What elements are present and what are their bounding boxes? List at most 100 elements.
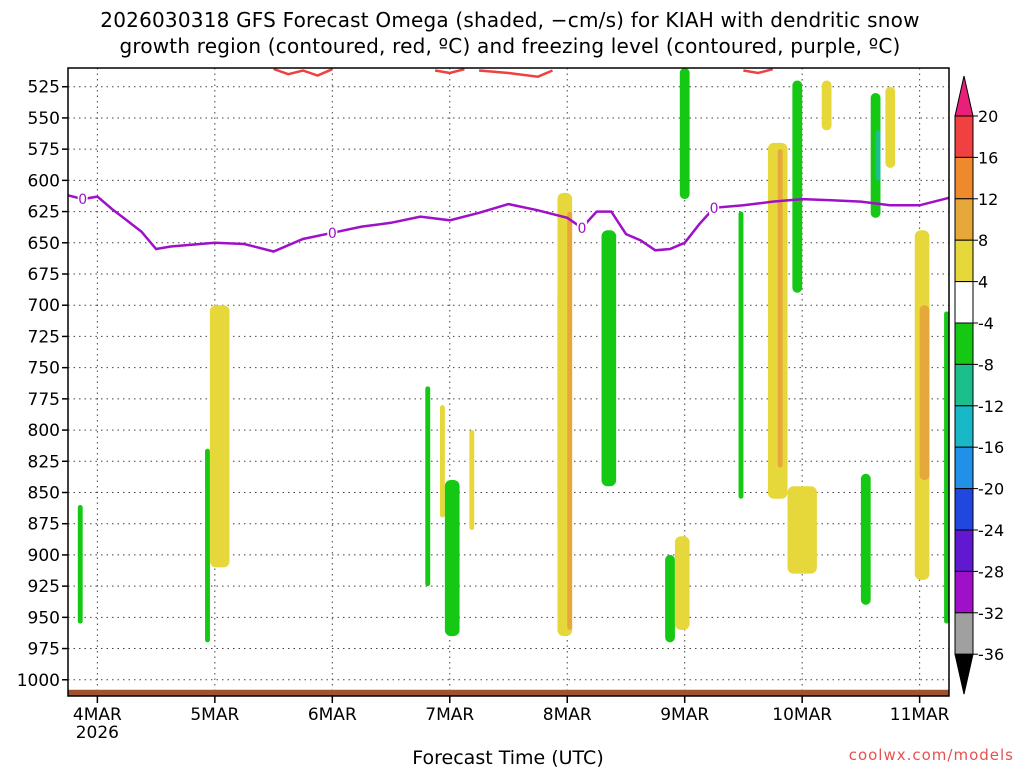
colorbar-tick-label: -4 bbox=[978, 314, 994, 333]
y-tick-label: 700 bbox=[28, 296, 60, 316]
x-tick-label: 5MAR bbox=[190, 705, 239, 725]
colorbar-over-arrow bbox=[954, 75, 974, 117]
colorbar-bin bbox=[954, 529, 974, 572]
freezing-level-label-bg bbox=[709, 200, 720, 215]
colorbar-bin bbox=[954, 570, 974, 614]
x-tick-label: 4MAR bbox=[73, 705, 122, 725]
dendritic-contour-segment bbox=[434, 67, 465, 75]
x-tick-label: 6MAR bbox=[308, 705, 357, 725]
x-tick-label: 10MAR bbox=[772, 705, 832, 725]
colorbar-bin bbox=[954, 446, 974, 490]
freezing-level-label: 0 bbox=[710, 201, 719, 217]
y-tick-label: 650 bbox=[28, 234, 60, 254]
y-tick-label: 625 bbox=[28, 203, 60, 223]
plot-area: 0 0 0 0 bbox=[67, 67, 950, 697]
omega-cell bbox=[679, 68, 690, 200]
colorbar-bin bbox=[954, 405, 974, 448]
x-tick-label: 11MAR bbox=[890, 705, 950, 725]
y-axis: 525 550 575 600 625 650 675 700 725 750 775 800 825 8… bbox=[17, 78, 68, 691]
omega-cell bbox=[860, 473, 871, 605]
colorbar-tick-label: 12 bbox=[978, 190, 998, 209]
x-tick-label: 8MAR bbox=[543, 705, 592, 725]
colorbar-bin bbox=[954, 281, 974, 324]
y-tick-label: 975 bbox=[28, 640, 60, 660]
colorbar-tick-label: -12 bbox=[978, 397, 1004, 416]
colorbar-tick-label: -20 bbox=[978, 480, 1004, 499]
x-tick-label: 7MAR bbox=[425, 705, 474, 725]
omega-cell bbox=[77, 504, 83, 624]
y-tick-label: 925 bbox=[28, 577, 60, 597]
y-tick-label: 675 bbox=[28, 265, 60, 285]
y-tick-label: 900 bbox=[28, 546, 60, 566]
omega-cell bbox=[787, 486, 817, 574]
omega-cell bbox=[425, 386, 431, 587]
omega-cell bbox=[439, 405, 445, 518]
colorbar: 20 16 12 8 4 -4 -8 -12 -16 -20 -24 -28 -32 -36 bbox=[954, 75, 1004, 695]
chart-title-line-1: 2026030318 GFS Forecast Omega (shaded, −… bbox=[100, 8, 919, 32]
dendritic-contour-segment bbox=[478, 69, 553, 78]
omega-cell bbox=[209, 305, 230, 568]
omega-cell bbox=[567, 211, 573, 630]
colorbar-bin bbox=[954, 156, 974, 200]
y-tick-label: 750 bbox=[28, 359, 60, 379]
omega-cell bbox=[792, 80, 803, 293]
y-tick-label: 600 bbox=[28, 171, 60, 191]
dendritic-contour-segment bbox=[273, 67, 333, 77]
colorbar-tick-label: 4 bbox=[978, 273, 988, 292]
omega-cell bbox=[944, 311, 949, 624]
surface-band bbox=[68, 689, 949, 696]
colorbar-bin bbox=[954, 115, 974, 158]
omega-cell bbox=[875, 130, 881, 181]
x-axis-label: Forecast Time (UTC) bbox=[412, 747, 603, 768]
colorbar-bin bbox=[954, 612, 974, 655]
credit-text: coolwx.com/models bbox=[849, 746, 1014, 764]
colorbar-tick-label: -28 bbox=[978, 562, 1004, 581]
colorbar-tick-label: -36 bbox=[978, 645, 1004, 664]
surface-terrain bbox=[68, 689, 949, 696]
colorbar-tick-label: -24 bbox=[978, 521, 1004, 540]
colorbar-tick-label: -8 bbox=[978, 355, 994, 374]
freezing-level-line bbox=[67, 194, 950, 253]
dendritic-contour-segment bbox=[743, 67, 774, 75]
x-tick-sublabel: 2026 bbox=[76, 723, 119, 743]
freezing-level-label: 0 bbox=[577, 221, 586, 237]
freezing-level-label-bg bbox=[576, 220, 587, 235]
colorbar-tick-label: 20 bbox=[978, 107, 998, 126]
omega-cell bbox=[469, 430, 475, 530]
colorbar-tick-label: 16 bbox=[978, 148, 998, 167]
omega-cell bbox=[665, 554, 675, 643]
colorbar-tick-label: -32 bbox=[978, 604, 1004, 623]
dendritic-growth-contour bbox=[273, 67, 774, 78]
omega-cell bbox=[601, 230, 617, 487]
y-tick-label: 800 bbox=[28, 421, 60, 441]
colorbar-under-arrow bbox=[954, 653, 974, 695]
y-tick-label: 725 bbox=[28, 327, 60, 347]
y-tick-label: 825 bbox=[28, 452, 60, 472]
plot-frame bbox=[67, 67, 950, 697]
omega-cell bbox=[885, 86, 896, 168]
colorbar-bin bbox=[954, 322, 974, 365]
omega-cell bbox=[444, 480, 460, 637]
y-tick-label: 950 bbox=[28, 608, 60, 628]
colorbar-bin bbox=[954, 239, 974, 283]
freezing-level-label: 0 bbox=[328, 226, 337, 242]
freezing-level-label: 0 bbox=[78, 192, 87, 208]
colorbar-tick-label: 8 bbox=[978, 231, 988, 250]
y-tick-label: 1000 bbox=[17, 671, 60, 691]
omega-cell bbox=[205, 448, 210, 643]
colorbar-tick-label: -16 bbox=[978, 438, 1004, 457]
colorbar-bin bbox=[954, 363, 974, 407]
freezing-level-label-bg bbox=[77, 192, 88, 207]
omega-cell bbox=[738, 211, 744, 499]
colorbar-bin bbox=[954, 198, 974, 241]
x-tick-label: 9MAR bbox=[660, 705, 709, 725]
colorbar-bin bbox=[954, 488, 974, 531]
y-tick-label: 550 bbox=[28, 109, 60, 129]
omega-cell bbox=[674, 536, 690, 630]
omega-cell bbox=[777, 149, 783, 468]
freezing-level-label-bg bbox=[327, 225, 338, 240]
omega-cell bbox=[919, 305, 930, 481]
y-tick-label: 875 bbox=[28, 515, 60, 535]
